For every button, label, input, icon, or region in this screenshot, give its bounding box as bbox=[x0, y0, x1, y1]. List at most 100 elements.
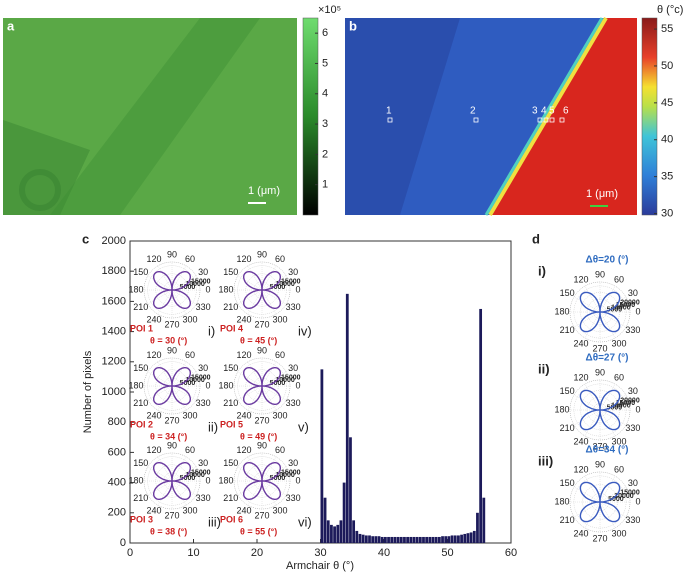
bar bbox=[437, 536, 441, 543]
polar-angle-label: 240 bbox=[146, 506, 161, 516]
polar-spoke bbox=[261, 466, 287, 482]
polar-angle-label: 60 bbox=[614, 372, 624, 382]
polar-spoke bbox=[599, 311, 616, 339]
polar-spoke bbox=[157, 361, 173, 387]
polar-angle-label: 60 bbox=[614, 274, 624, 284]
poi-label: POI 5 bbox=[220, 419, 243, 429]
bar bbox=[390, 536, 394, 543]
theta-label: θ = 55 (°) bbox=[240, 526, 277, 536]
y-tick-label: 1600 bbox=[102, 295, 126, 307]
polar-angle-label: 180 bbox=[218, 284, 233, 294]
colorbar-tick-label: 30 bbox=[661, 207, 673, 219]
polar-angle-label: 150 bbox=[223, 267, 238, 277]
polar-radial-label: 10000 bbox=[185, 281, 205, 288]
polar-angle-label: 90 bbox=[167, 440, 177, 450]
polar-radial-label: 10000 bbox=[275, 281, 295, 288]
polar-angle-label: 120 bbox=[573, 372, 588, 382]
colorbar-tick-label: 4 bbox=[322, 88, 328, 100]
x-tick-label: 10 bbox=[187, 547, 199, 559]
polar-angle-label: 240 bbox=[573, 338, 588, 348]
polar-spoke bbox=[147, 466, 173, 482]
panel-label: b bbox=[349, 18, 357, 33]
polar-angle-label: 60 bbox=[185, 254, 195, 264]
polar-outline bbox=[569, 471, 631, 533]
polar-angle-label: 120 bbox=[146, 445, 161, 455]
polar-spoke bbox=[573, 409, 601, 426]
bar bbox=[330, 524, 333, 543]
polar-spoke bbox=[171, 265, 187, 291]
polar-curve bbox=[243, 462, 281, 500]
point-marker bbox=[537, 117, 543, 123]
polar-radial-label: 10000 bbox=[611, 402, 631, 409]
polar-spoke bbox=[261, 265, 277, 291]
polar-spoke bbox=[261, 289, 277, 315]
polar-curve bbox=[579, 481, 621, 523]
bar bbox=[333, 526, 336, 543]
polar-angle-label: 300 bbox=[272, 506, 287, 516]
polar-angle-label: 30 bbox=[288, 363, 298, 373]
x-tick-label: 0 bbox=[127, 547, 133, 559]
polar-angle-label: 30 bbox=[198, 363, 208, 373]
polar-angle-label: 330 bbox=[196, 302, 211, 312]
polar-angle-label: 0 bbox=[635, 306, 640, 316]
point-label: 6 bbox=[563, 106, 569, 117]
bar bbox=[472, 530, 476, 543]
bar bbox=[409, 536, 413, 543]
polar-curve bbox=[153, 271, 191, 309]
polar-angle-label: 60 bbox=[275, 254, 285, 264]
polar-angle-label: 90 bbox=[257, 249, 267, 259]
polar-curve bbox=[243, 271, 281, 309]
polar-angle-label: 120 bbox=[146, 254, 161, 264]
polar-spoke bbox=[584, 409, 601, 437]
polar-spoke bbox=[147, 371, 173, 387]
bar bbox=[425, 536, 429, 543]
polar-angle-label: 150 bbox=[223, 458, 238, 468]
bar bbox=[326, 520, 330, 543]
polar-spoke bbox=[599, 394, 627, 411]
polar-angle-label: 330 bbox=[625, 325, 640, 335]
polar-angle-label: 210 bbox=[560, 325, 575, 335]
polar-angle-label: 150 bbox=[133, 458, 148, 468]
colorbar-tick-label: 45 bbox=[661, 97, 673, 109]
x-tick-label: 30 bbox=[314, 547, 326, 559]
panel-label: d bbox=[532, 231, 540, 246]
polar-spoke bbox=[157, 456, 173, 482]
scale-bar-label: 1 (μm) bbox=[586, 188, 618, 200]
bar bbox=[380, 536, 384, 543]
polar-angle-label: 270 bbox=[592, 533, 607, 543]
bar bbox=[374, 536, 378, 543]
polar-angle-label: 150 bbox=[133, 363, 148, 373]
inset-index: vi) bbox=[298, 514, 312, 529]
polar-angle-label: 210 bbox=[223, 398, 238, 408]
bar bbox=[358, 533, 362, 543]
polar-spoke bbox=[247, 361, 263, 387]
polar-spoke bbox=[599, 409, 616, 437]
polar-grid-circle bbox=[586, 298, 614, 326]
polar-radial-label: 15000 bbox=[616, 302, 636, 309]
polar-angle-label: 240 bbox=[573, 528, 588, 538]
polar-spoke bbox=[573, 311, 601, 328]
polar-spoke bbox=[171, 480, 197, 496]
polar-angle-label: 120 bbox=[236, 445, 251, 455]
polar-radial-label: 10000 bbox=[614, 493, 634, 500]
plot-index: ii) bbox=[538, 361, 550, 376]
polar-outline bbox=[143, 261, 201, 319]
bar bbox=[393, 536, 397, 543]
polar-angle-label: 60 bbox=[275, 350, 285, 360]
polar-outline bbox=[233, 452, 291, 510]
bar bbox=[450, 535, 454, 543]
polar-radial-label: 5000 bbox=[180, 475, 196, 482]
inset-index: iii) bbox=[208, 514, 221, 529]
theta-label: θ = 34 (°) bbox=[150, 431, 187, 441]
colorbar-b bbox=[641, 17, 658, 216]
point-label: 1 bbox=[386, 106, 392, 117]
polar-outline bbox=[233, 357, 291, 415]
delta-label: Δθ=20 (°) bbox=[586, 255, 629, 266]
polar-radial-label: 10000 bbox=[611, 304, 631, 311]
polar-angle-label: 120 bbox=[573, 274, 588, 284]
theta-label: θ = 30 (°) bbox=[150, 335, 187, 345]
